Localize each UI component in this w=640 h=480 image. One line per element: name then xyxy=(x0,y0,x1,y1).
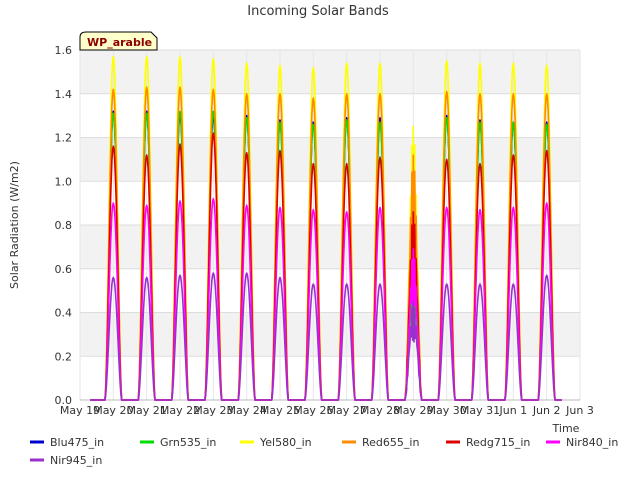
series-lines xyxy=(90,55,562,401)
y-tick-label: 0.4 xyxy=(55,307,73,320)
y-tick-label: 0.2 xyxy=(55,350,73,363)
legend-label-Red655_in: Red655_in xyxy=(362,436,419,449)
x-tick-label: May 30 xyxy=(427,404,467,417)
y-axis-label: Solar Radiation (W/m2) xyxy=(8,161,21,289)
legend: Blu475_in Grn535_in Yel580_in Red655_in Redg… xyxy=(30,436,618,467)
series-line-Nir945_in xyxy=(90,272,562,401)
y-tick-label: 0.0 xyxy=(55,394,73,407)
x-tick-label: May 28 xyxy=(360,404,400,417)
site-label-background xyxy=(79,31,158,51)
legend-label-Nir840_in: Nir840_in xyxy=(566,436,618,449)
plot-band xyxy=(80,312,580,357)
y-tick-label: 0.6 xyxy=(55,263,73,276)
site-label: WP_arable xyxy=(87,36,152,49)
x-tick-label: May 24 xyxy=(227,404,267,417)
x-tick-label: Jun 2 xyxy=(532,404,561,417)
y-tick-label: 1.0 xyxy=(55,175,73,188)
y-tick-label: 1.2 xyxy=(55,132,73,145)
legend-label-Blu475_in: Blu475_in xyxy=(50,436,104,449)
y-tick-label: 1.4 xyxy=(55,88,73,101)
x-tick-label: May 23 xyxy=(193,404,233,417)
plot-band xyxy=(80,137,580,182)
x-tick-label: May 22 xyxy=(160,404,200,417)
legend-label-Grn535_in: Grn535_in xyxy=(160,436,216,449)
x-tick-label: May 26 xyxy=(293,404,333,417)
x-axis-label: Time xyxy=(552,422,580,435)
plot-band xyxy=(80,225,580,269)
x-tick-label: May 21 xyxy=(127,404,167,417)
x-tick-label: May 29 xyxy=(393,404,433,417)
legend-label-Yel580_in: Yel580_in xyxy=(259,436,312,449)
x-tick-label: May 27 xyxy=(327,404,367,417)
x-tick-label: Jun 1 xyxy=(498,404,527,417)
legend-label-Redg715_in: Redg715_in xyxy=(466,436,530,449)
site-label-box: WP_arable xyxy=(79,31,158,51)
x-tick-label: Jun 3 xyxy=(565,404,594,417)
y-tick-label: 1.6 xyxy=(55,44,73,57)
x-tick-label: May 31 xyxy=(460,404,500,417)
plot-band xyxy=(80,50,580,94)
y-tick-label: 0.8 xyxy=(55,219,73,232)
legend-label-Nir945_in: Nir945_in xyxy=(50,454,102,467)
y-tick-labels: 0.0 0.2 0.4 0.6 0.8 1.0 1.2 1.4 1.6 xyxy=(55,44,73,407)
x-tick-label: May 20 xyxy=(93,404,133,417)
chart-title: Incoming Solar Bands xyxy=(247,4,389,19)
x-tick-label: May 19 xyxy=(60,404,100,417)
x-tick-label: May 25 xyxy=(260,404,300,417)
